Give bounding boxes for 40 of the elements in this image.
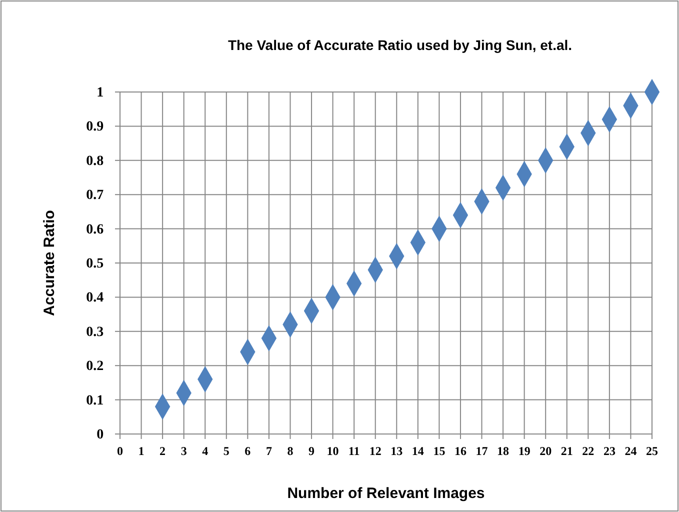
x-tick-label: 8	[287, 444, 294, 458]
x-tick-label: 11	[348, 444, 360, 458]
x-tick-label: 21	[560, 444, 573, 458]
x-tick-label: 7	[266, 444, 272, 458]
x-tick-label: 19	[518, 444, 530, 458]
x-tick-label: 9	[308, 444, 315, 458]
x-tick-label: 10	[326, 444, 339, 458]
x-tick-label: 20	[540, 444, 552, 458]
y-tick-label: 0.1	[86, 393, 104, 408]
x-tick-label: 16	[454, 444, 466, 458]
x-tick-label: 6	[244, 444, 251, 458]
y-tick-label: 0.9	[86, 120, 104, 135]
x-tick-label: 22	[582, 444, 594, 458]
y-tick-label: 0.3	[86, 324, 104, 340]
x-tick-label: 14	[412, 444, 424, 458]
x-tick-label: 15	[433, 444, 446, 458]
y-tick-label: 0	[96, 427, 104, 442]
x-tick-label: 4	[202, 444, 208, 458]
y-tick-label: 0.2	[86, 359, 104, 374]
x-tick-label: 24	[624, 444, 637, 458]
x-axis-title: Number of Relevant Images	[287, 485, 485, 502]
y-tick-label: 0.4	[86, 290, 104, 306]
x-tick-label: 5	[223, 444, 230, 458]
x-tick-label: 13	[390, 444, 403, 458]
y-tick-label: 0.8	[86, 154, 104, 169]
x-tick-label: 17	[476, 444, 488, 458]
y-tick-label: 0.5	[86, 256, 104, 272]
x-tick-label: 23	[603, 444, 616, 458]
y-tick-label: 0.6	[86, 222, 104, 238]
chart-title: The Value of Accurate Ratio used by Jing Sun, et.al.	[228, 37, 572, 53]
x-tick-label: 18	[497, 444, 510, 458]
y-axis-title: Accurate Ratio	[41, 210, 58, 316]
x-tick-label: 1	[138, 444, 144, 458]
x-tick-label: 12	[369, 444, 382, 458]
x-tick-label: 25	[646, 444, 658, 458]
y-tick-label: 1	[96, 85, 104, 100]
x-tick-label: 0	[117, 444, 123, 458]
x-tick-label: 2	[160, 444, 166, 458]
y-tick-label: 0.7	[86, 188, 104, 204]
x-tick-label: 3	[180, 444, 187, 458]
